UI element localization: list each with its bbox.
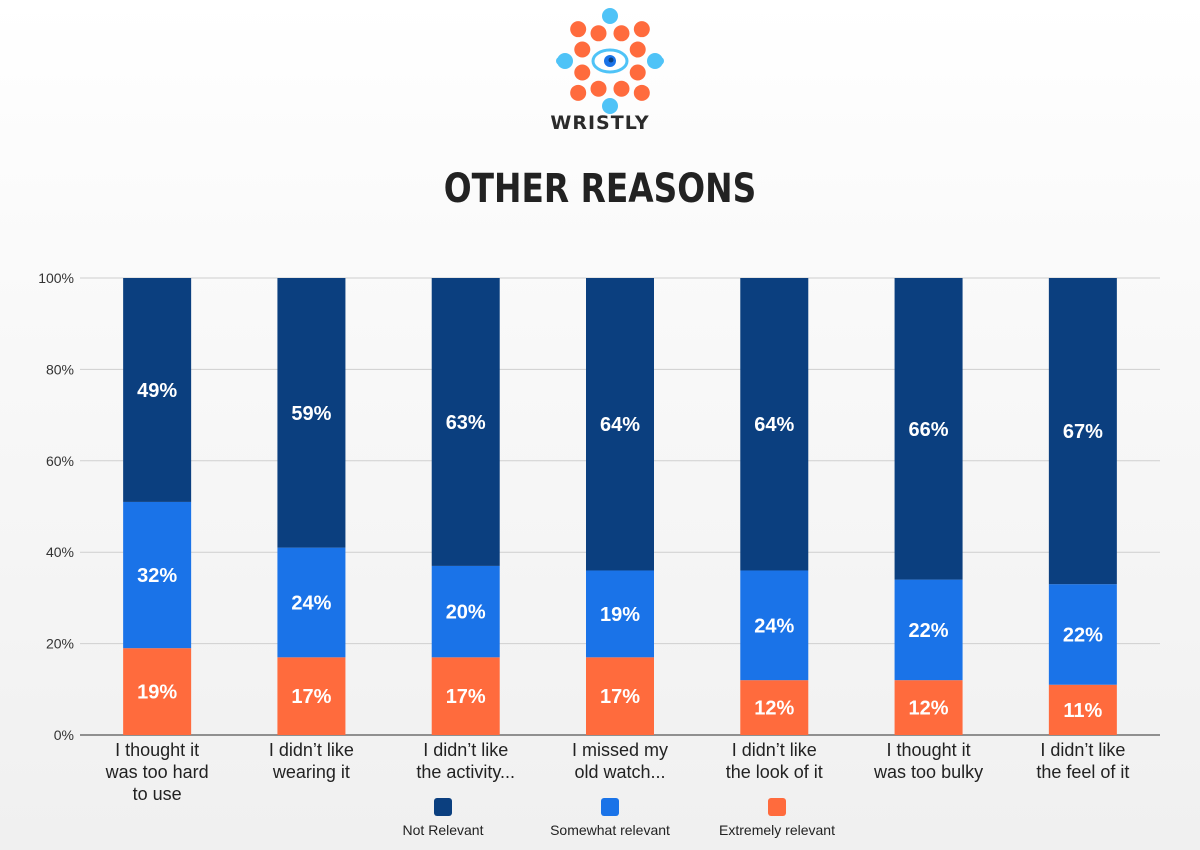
data-label: 24% xyxy=(754,615,794,637)
data-label: 24% xyxy=(291,592,331,614)
bar-segment xyxy=(740,570,809,681)
logo-dot xyxy=(629,64,646,81)
x-tick-label: was too bulky xyxy=(873,762,983,782)
legend-label: Somewhat relevant xyxy=(550,822,670,838)
data-label: 32% xyxy=(137,565,177,587)
logo-dot xyxy=(602,98,618,114)
logo-dot xyxy=(656,57,664,65)
x-tick-label: I didn’t like xyxy=(732,740,817,760)
x-tick-label: I missed my xyxy=(572,740,668,760)
data-label: 11% xyxy=(1063,700,1102,722)
logo-dot xyxy=(647,53,663,69)
bar-segment xyxy=(431,278,500,566)
wristly-logo xyxy=(556,8,664,114)
logo-dot xyxy=(633,84,650,101)
bar-segment xyxy=(894,278,963,580)
data-label: 17% xyxy=(600,686,640,708)
logo-dot xyxy=(590,80,607,97)
legend-item-not-relevant: Not Relevant xyxy=(343,798,543,838)
bar-segment xyxy=(431,657,500,735)
logo-dot xyxy=(613,25,630,42)
bar-segment xyxy=(1048,584,1117,685)
bar-segment xyxy=(123,501,192,649)
data-label: 22% xyxy=(1063,624,1103,646)
x-tick-label: I didn’t like xyxy=(269,740,354,760)
x-tick-label: the feel of it xyxy=(1036,762,1129,782)
logo-dot xyxy=(613,80,630,97)
y-tick-label: 20% xyxy=(46,636,74,652)
logo-dot xyxy=(574,41,591,58)
x-tick-label: I didn’t like xyxy=(1040,740,1125,760)
bar-segment xyxy=(277,657,346,735)
bar-segment xyxy=(740,680,809,735)
chart-legend: Not Relevant Somewhat relevant Extremely… xyxy=(0,798,1200,848)
data-label: 22% xyxy=(909,620,949,642)
bar-segment xyxy=(277,547,346,658)
data-label: 19% xyxy=(600,604,640,626)
logo-dot xyxy=(570,84,587,101)
y-tick-label: 80% xyxy=(46,361,74,377)
legend-label: Extremely relevant xyxy=(719,822,835,838)
legend-swatch-not-relevant xyxy=(434,798,452,816)
logo-dot xyxy=(633,21,650,38)
eye-iris xyxy=(608,57,614,63)
logo-dot xyxy=(557,53,573,69)
data-label: 19% xyxy=(137,682,177,704)
x-tick-label: the activity... xyxy=(416,762,515,782)
x-tick-label: wearing it xyxy=(272,762,350,782)
y-tick-label: 100% xyxy=(38,270,74,286)
bar-segment xyxy=(123,648,192,735)
data-label: 17% xyxy=(291,686,331,708)
logo-dot xyxy=(629,41,646,58)
x-tick-label: I thought it xyxy=(887,740,971,760)
bar-segment xyxy=(894,579,963,681)
x-tick-label: I didn’t like xyxy=(423,740,508,760)
data-label: 63% xyxy=(446,412,486,434)
logo-dot xyxy=(556,57,564,65)
x-tick-label: was too hard xyxy=(105,762,209,782)
bar-segment xyxy=(586,278,654,571)
y-tick-label: 60% xyxy=(46,453,74,469)
logo-dot xyxy=(590,25,607,42)
legend-swatch-extremely-relevant xyxy=(768,798,786,816)
data-label: 17% xyxy=(446,686,486,708)
bar-segment xyxy=(740,278,809,571)
y-tick-label: 40% xyxy=(46,544,74,560)
data-label: 59% xyxy=(291,403,331,425)
legend-swatch-somewhat-relevant xyxy=(601,798,619,816)
data-label: 66% xyxy=(909,419,949,441)
bar-segment xyxy=(586,570,654,658)
bar-segment xyxy=(277,278,346,548)
x-tick-label: the look of it xyxy=(726,762,823,782)
x-tick-label: old watch... xyxy=(574,762,665,782)
bar-segment xyxy=(1048,684,1117,735)
data-label: 49% xyxy=(137,380,177,402)
data-label: 20% xyxy=(446,602,486,624)
data-label: 67% xyxy=(1063,421,1103,443)
bar-segment xyxy=(1048,278,1117,585)
logo-dot xyxy=(574,64,591,81)
bar-segment xyxy=(586,657,654,735)
brand-name: WRISTLY xyxy=(550,112,650,134)
bar-segment xyxy=(431,565,500,658)
data-label: 64% xyxy=(600,414,640,436)
logo-dot xyxy=(570,21,587,38)
bar-segment xyxy=(123,278,192,502)
data-label: 12% xyxy=(754,698,794,720)
y-tick-label: 0% xyxy=(54,727,74,743)
data-label: 12% xyxy=(909,698,949,720)
chart-title: OTHER REASONS xyxy=(443,166,757,212)
x-tick-label: I thought it xyxy=(115,740,199,760)
bar-segment xyxy=(894,680,963,735)
logo-dot xyxy=(602,8,618,24)
data-label: 64% xyxy=(754,414,794,436)
x-tick-label: to use xyxy=(133,784,182,804)
legend-label: Not Relevant xyxy=(402,822,484,838)
legend-item-extremely-relevant: Extremely relevant xyxy=(677,798,877,838)
legend-item-somewhat-relevant: Somewhat relevant xyxy=(510,798,710,838)
